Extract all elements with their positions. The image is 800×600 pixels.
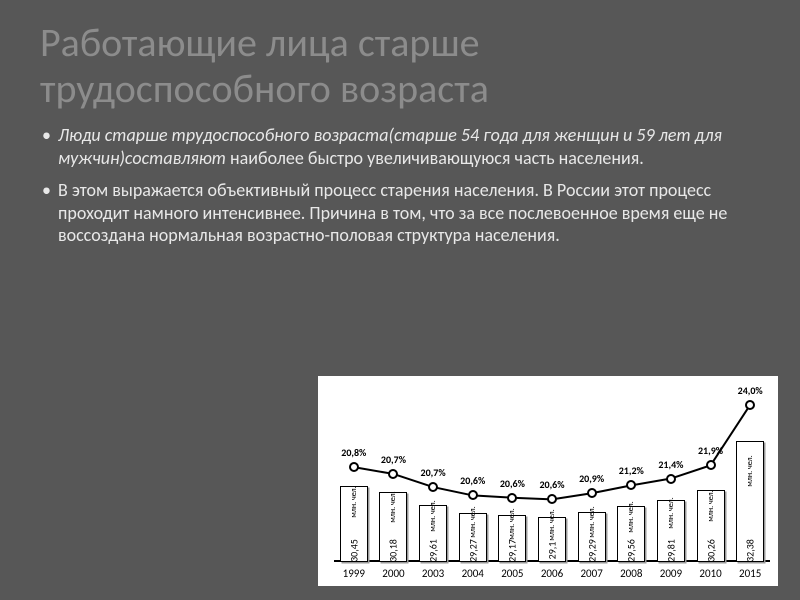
pct-label: 24,0% (738, 384, 763, 397)
line-marker (626, 480, 636, 490)
bullet-rest: наиболее быстро увеличивающуюся часть на… (226, 147, 644, 169)
line-marker (587, 488, 597, 498)
year-label: 2003 (422, 567, 444, 580)
bullet-item: В этом выражается объективный процесс ст… (58, 179, 760, 247)
pct-label: 20,8% (341, 446, 366, 459)
pct-label: 20,7% (421, 466, 446, 479)
pct-label: 20,6% (500, 477, 525, 490)
bullet-list: Люди старше трудоспособного возраста(ста… (40, 124, 760, 247)
line-marker (547, 494, 557, 504)
pct-label: 20,9% (579, 472, 604, 485)
pct-label: 20,6% (460, 474, 485, 487)
year-label: 2006 (541, 567, 563, 580)
pct-label: 20,7% (381, 453, 406, 466)
line-marker (388, 469, 398, 479)
year-label: 2007 (580, 567, 602, 580)
chart-container: 30,45млн. чел.20,8%30,18млн. чел.20,7%29… (318, 376, 778, 586)
pct-label: 21,4% (658, 458, 683, 471)
year-label: 2009 (660, 567, 682, 580)
pct-label: 21,2% (619, 464, 644, 477)
year-label: 2004 (462, 567, 484, 580)
year-label: 2005 (501, 567, 523, 580)
trend-line (334, 382, 770, 562)
year-label: 2015 (739, 567, 761, 580)
line-marker (349, 462, 359, 472)
pct-label: 20,6% (539, 478, 564, 491)
year-label: 2008 (620, 567, 642, 580)
line-marker (706, 460, 716, 470)
bullet-rest: В этом выражается объективный процесс ст… (58, 179, 727, 246)
line-marker (428, 482, 438, 492)
page-title: Работающие лица старше трудоспособного в… (40, 20, 760, 112)
pct-label: 21,9% (698, 444, 723, 457)
year-label: 1999 (343, 567, 365, 580)
line-marker (507, 493, 517, 503)
year-label: 2010 (699, 567, 721, 580)
bullet-item: Люди старше трудоспособного возраста(ста… (58, 124, 760, 169)
line-marker (666, 474, 676, 484)
year-label: 2000 (382, 567, 404, 580)
line-marker (745, 400, 755, 410)
line-marker (468, 490, 478, 500)
